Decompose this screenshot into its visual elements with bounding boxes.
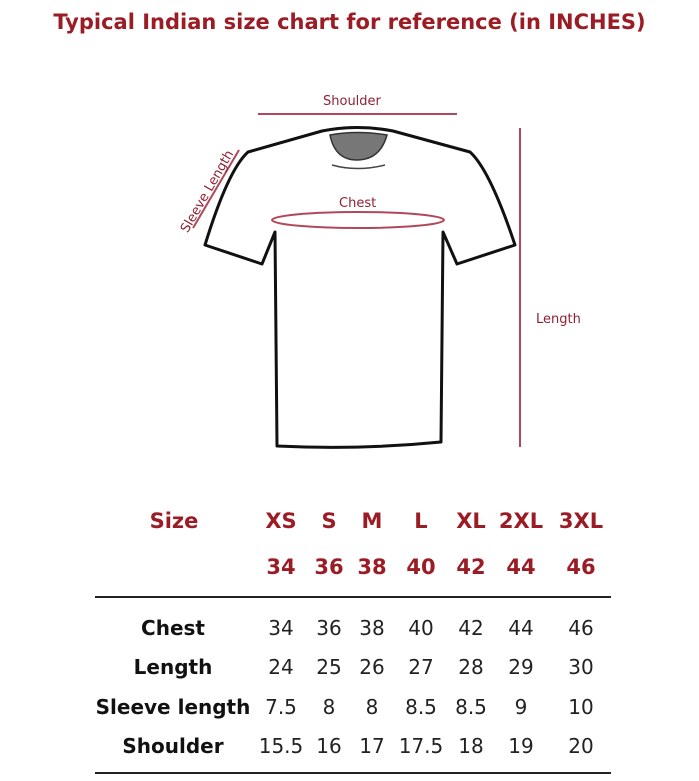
table-cell: 27 [408, 655, 434, 679]
row-label: Length [133, 655, 213, 679]
size-label: 2XL [498, 509, 544, 533]
size-label: XS [265, 509, 297, 533]
table-cell: 8 [322, 695, 336, 719]
chart-title: Typical Indian size chart for reference … [53, 10, 646, 34]
size-number: 46 [566, 555, 596, 579]
table-cell: 18 [458, 734, 484, 758]
collar-inner [329, 131, 388, 161]
table-cell: 8 [365, 695, 379, 719]
table-cell: 20 [568, 734, 594, 758]
bottom-divider [95, 772, 611, 774]
table-cell: 9 [514, 695, 528, 719]
tshirt-outline [203, 126, 517, 449]
size-label: M [361, 509, 383, 533]
size-number: 42 [456, 555, 486, 579]
table-cell: 44 [508, 616, 534, 640]
header-divider [95, 596, 611, 598]
table-cell: 42 [458, 616, 484, 640]
size-number: 36 [314, 555, 344, 579]
table-cell: 38 [359, 616, 385, 640]
size-number: 40 [406, 555, 436, 579]
table-cell: 28 [458, 655, 484, 679]
row-label: Shoulder [122, 734, 224, 758]
chest-label: Chest [339, 196, 377, 211]
row-label: Chest [141, 616, 205, 640]
sleeve-line [192, 149, 240, 229]
shoulder-label: Shoulder [323, 94, 381, 109]
table-cell: 16 [316, 734, 342, 758]
table-cell: 29 [508, 655, 534, 679]
size-header: Size [149, 509, 199, 533]
size-label: 3XL [558, 509, 604, 533]
table-cell: 30 [568, 655, 594, 679]
size-number: 38 [357, 555, 387, 579]
table-cell: 8.5 [405, 695, 437, 719]
table-cell: 10 [568, 695, 594, 719]
size-number: 44 [506, 555, 536, 579]
table-cell: 25 [316, 655, 342, 679]
table-cell: 17.5 [398, 734, 444, 758]
table-cell: 17 [359, 734, 385, 758]
table-cell: 8.5 [455, 695, 487, 719]
size-label: L [414, 509, 428, 533]
table-cell: 19 [508, 734, 534, 758]
size-label: S [321, 509, 337, 533]
size-label: XL [456, 509, 486, 533]
table-cell: 7.5 [265, 695, 297, 719]
table-cell: 15.5 [258, 734, 304, 758]
table-cell: 36 [316, 616, 342, 640]
table-cell: 40 [408, 616, 434, 640]
size-number: 34 [266, 555, 296, 579]
table-cell: 46 [568, 616, 594, 640]
table-cell: 24 [268, 655, 294, 679]
length-label: Length [536, 312, 581, 327]
table-cell: 26 [359, 655, 385, 679]
row-label: Sleeve length [95, 695, 251, 719]
chest-ellipse [271, 211, 445, 229]
table-cell: 34 [268, 616, 294, 640]
